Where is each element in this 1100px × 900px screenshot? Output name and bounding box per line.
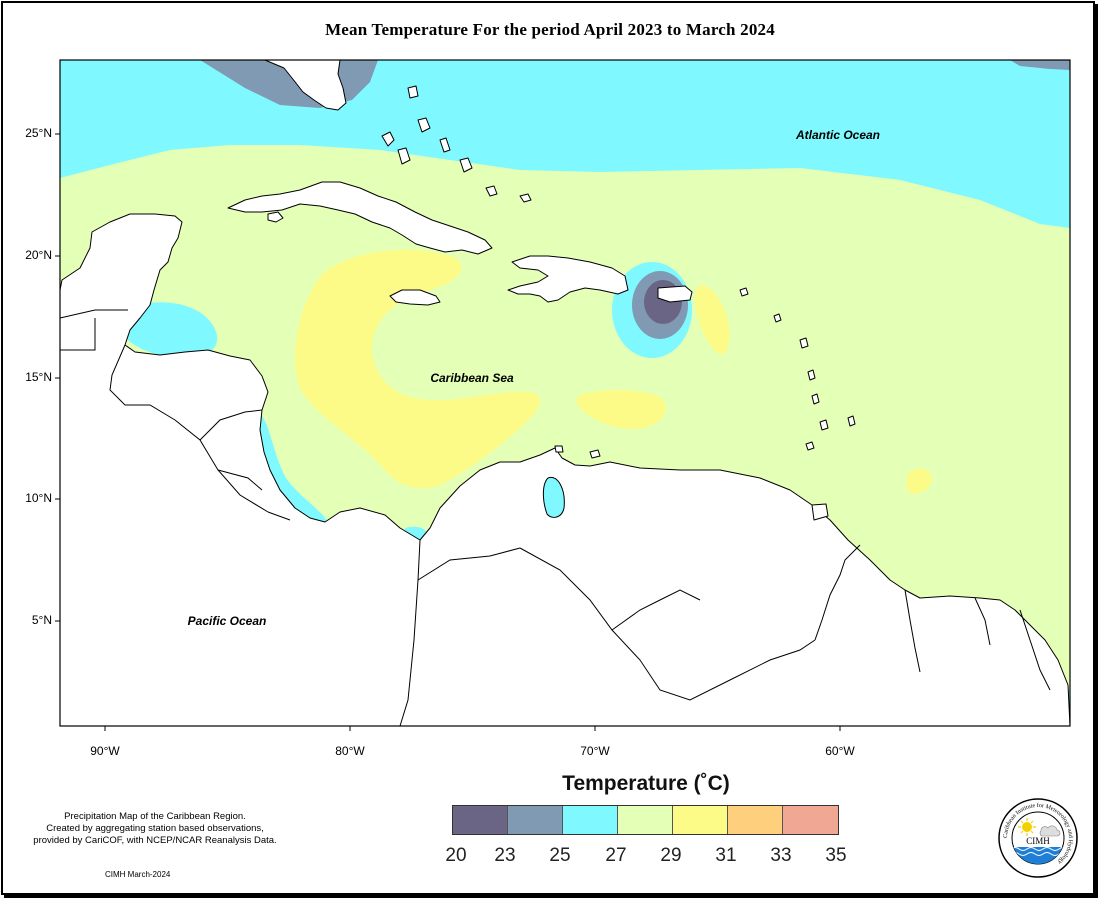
sun-icon [1022,822,1032,832]
legend-value: 33 [770,845,792,866]
atlantic-ocean-label: Atlantic Ocean [795,128,880,142]
land-layer [60,60,1070,726]
credit-text: CIMH March-2024 [105,870,171,879]
footnote: Precipitation Map of the Caribbean Regio… [10,811,300,847]
lat-tick-label: 25°N [25,126,52,140]
lake-maracaibo [542,476,565,518]
legend-value: 29 [660,845,682,866]
lon-tick-label: 80°W [335,744,365,758]
lon-tick-label: 60°W [825,744,855,758]
map-title: Mean Temperature For the period April 20… [325,20,775,39]
cimh-logo: Caribbean Institute for Meteorology and … [998,798,1078,878]
legend-swatch [783,806,838,834]
lon-tick-label: 90°W [90,744,120,758]
lat-tick-label: 10°N [25,491,52,505]
footnote-line: Created by aggregating station based obs… [46,823,264,834]
lat-tick-label: 5°N [31,613,52,627]
caribbean-sea-label: Caribbean Sea [430,371,514,385]
legend-value: 20 [445,845,467,866]
axis-ticks [55,133,841,731]
legend-swatch [618,806,673,834]
legend-value: 35 [825,845,847,866]
legend-swatch [563,806,618,834]
map-border [59,59,1071,727]
legend-colorbar [452,805,839,835]
footnote-line: provided by CariCOF, with NCEP/NCAR Rean… [33,835,277,846]
logo-text: CIMH [1026,836,1050,846]
legend-value: 27 [605,845,627,866]
cloud-icon [1039,825,1061,837]
legend-title: Temperature (˚C) [562,772,730,795]
legend-value: 25 [549,845,571,866]
lat-tick-label: 15°N [25,370,52,384]
pacific-ocean-label: Pacific Ocean [188,614,267,628]
legend-value: 31 [715,845,737,866]
legend-swatch [453,806,508,834]
country-borders [59,309,1051,727]
legend-value: 23 [494,845,516,866]
legend-swatch [508,806,563,834]
lon-tick-label: 70°W [580,744,610,758]
legend-swatch [673,806,728,834]
legend-swatch [728,806,783,834]
lat-tick-label: 20°N [25,248,52,262]
footnote-line: Precipitation Map of the Caribbean Regio… [64,811,246,822]
